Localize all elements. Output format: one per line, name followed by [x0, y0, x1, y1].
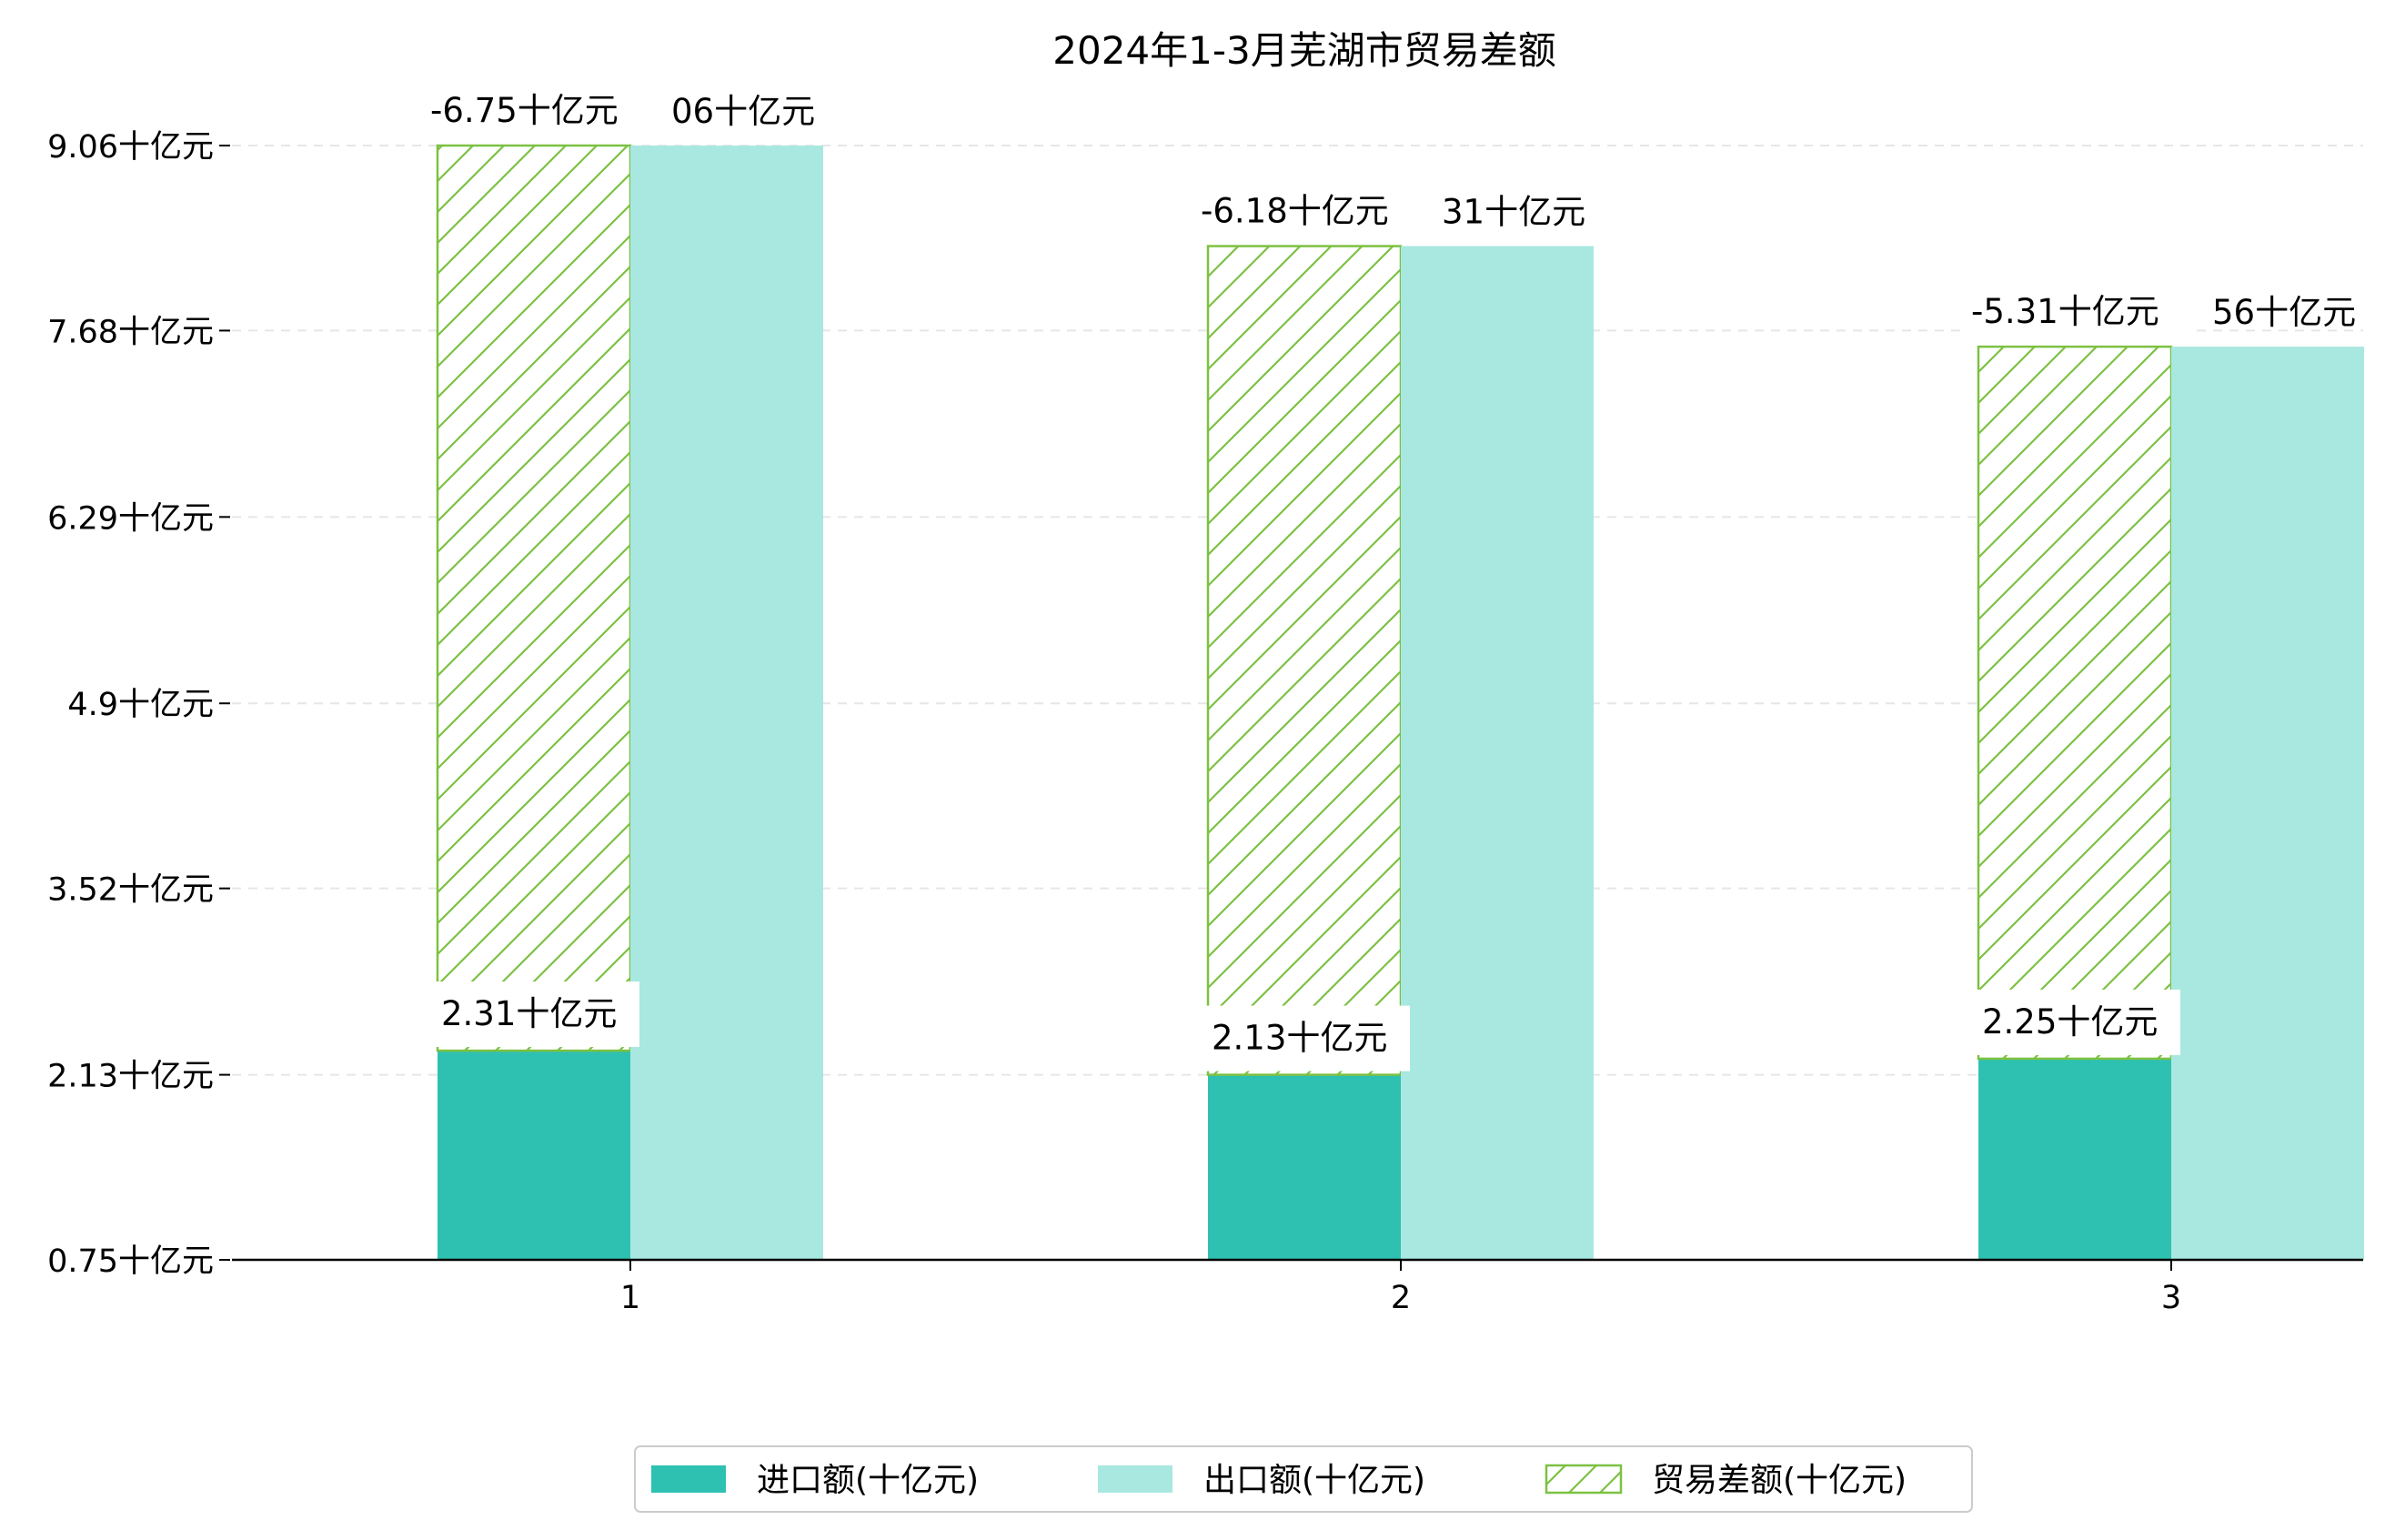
- legend-swatch: [1098, 1465, 1172, 1493]
- legend-label: 出口额(十亿元): [1203, 1462, 1425, 1499]
- import-value-label: 2.25十亿元: [1982, 1002, 2158, 1042]
- x-tick-label: 3: [2161, 1280, 2181, 1316]
- export-value-label: 56十亿元: [2212, 293, 2356, 332]
- y-tick-label: 2.13十亿元: [47, 1059, 214, 1095]
- balance-bar: [436, 144, 632, 1052]
- export-bar: [1401, 246, 1594, 1260]
- import-label-box: [1966, 989, 2180, 1055]
- y-tick-label: 6.29十亿元: [47, 500, 214, 537]
- balance-label-box: [1966, 281, 2193, 344]
- balance-bar: [1206, 245, 1403, 1076]
- y-tick-label: 3.52十亿元: [47, 872, 214, 909]
- x-tick-label: 2: [1391, 1280, 1411, 1316]
- x-tick-label: 1: [620, 1280, 640, 1316]
- import-label-box: [1195, 1005, 1410, 1072]
- export-bar: [2171, 347, 2364, 1260]
- import-value-label: 2.31十亿元: [441, 994, 617, 1033]
- import-value-label: 2.13十亿元: [1212, 1019, 1387, 1058]
- y-tick-label: 7.68十亿元: [47, 314, 214, 350]
- y-tick-label: 4.9十亿元: [67, 687, 214, 723]
- export-value-label: 06十亿元: [671, 92, 815, 131]
- bars: [436, 144, 2364, 1260]
- balance-value-label: -5.31十亿元: [1971, 292, 2159, 331]
- legend-swatch: [651, 1465, 726, 1493]
- legend-swatch: [1545, 1464, 1623, 1495]
- import-bar: [1208, 1074, 1401, 1260]
- balance-value-label: -6.75十亿元: [430, 91, 619, 130]
- balance-label-box: [1195, 180, 1423, 243]
- export-value-label: 31十亿元: [1442, 193, 1585, 232]
- balance-label-box: [425, 80, 652, 142]
- legend: 进口额(十亿元) 出口额(十亿元) 贸易差额(十亿元): [634, 1445, 1973, 1513]
- legend-label: 进口额(十亿元): [757, 1462, 979, 1499]
- y-tick-label: 0.75十亿元: [47, 1243, 214, 1280]
- import-label-box: [425, 981, 639, 1048]
- y-tick-label: 9.06十亿元: [47, 129, 214, 166]
- import-bar: [1978, 1058, 2171, 1260]
- balance-value-label: -6.18十亿元: [1201, 192, 1389, 231]
- chart-title: 2024年1-3月芜湖市贸易差额: [1052, 28, 1556, 73]
- balance-bar: [1977, 345, 2173, 1061]
- legend-label: 贸易差额(十亿元): [1652, 1462, 1907, 1499]
- import-bar: [438, 1051, 630, 1260]
- export-bar: [630, 146, 823, 1260]
- axes: 0.75十亿元 2.13十亿元 3.52十亿元 4.9十亿元 6.29十亿元 7.68十亿…: [47, 129, 2363, 1316]
- legend-frame: [634, 1445, 1973, 1513]
- data-labels: 06十亿元 2.31十亿元 -6.75十亿元 31十亿元 2.13十亿元 -6.18十亿元…: [425, 80, 2356, 1072]
